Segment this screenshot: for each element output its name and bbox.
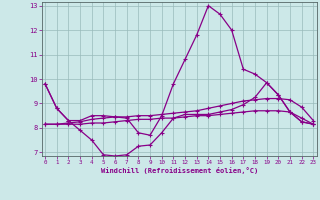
X-axis label: Windchill (Refroidissement éolien,°C): Windchill (Refroidissement éolien,°C)	[100, 167, 258, 174]
